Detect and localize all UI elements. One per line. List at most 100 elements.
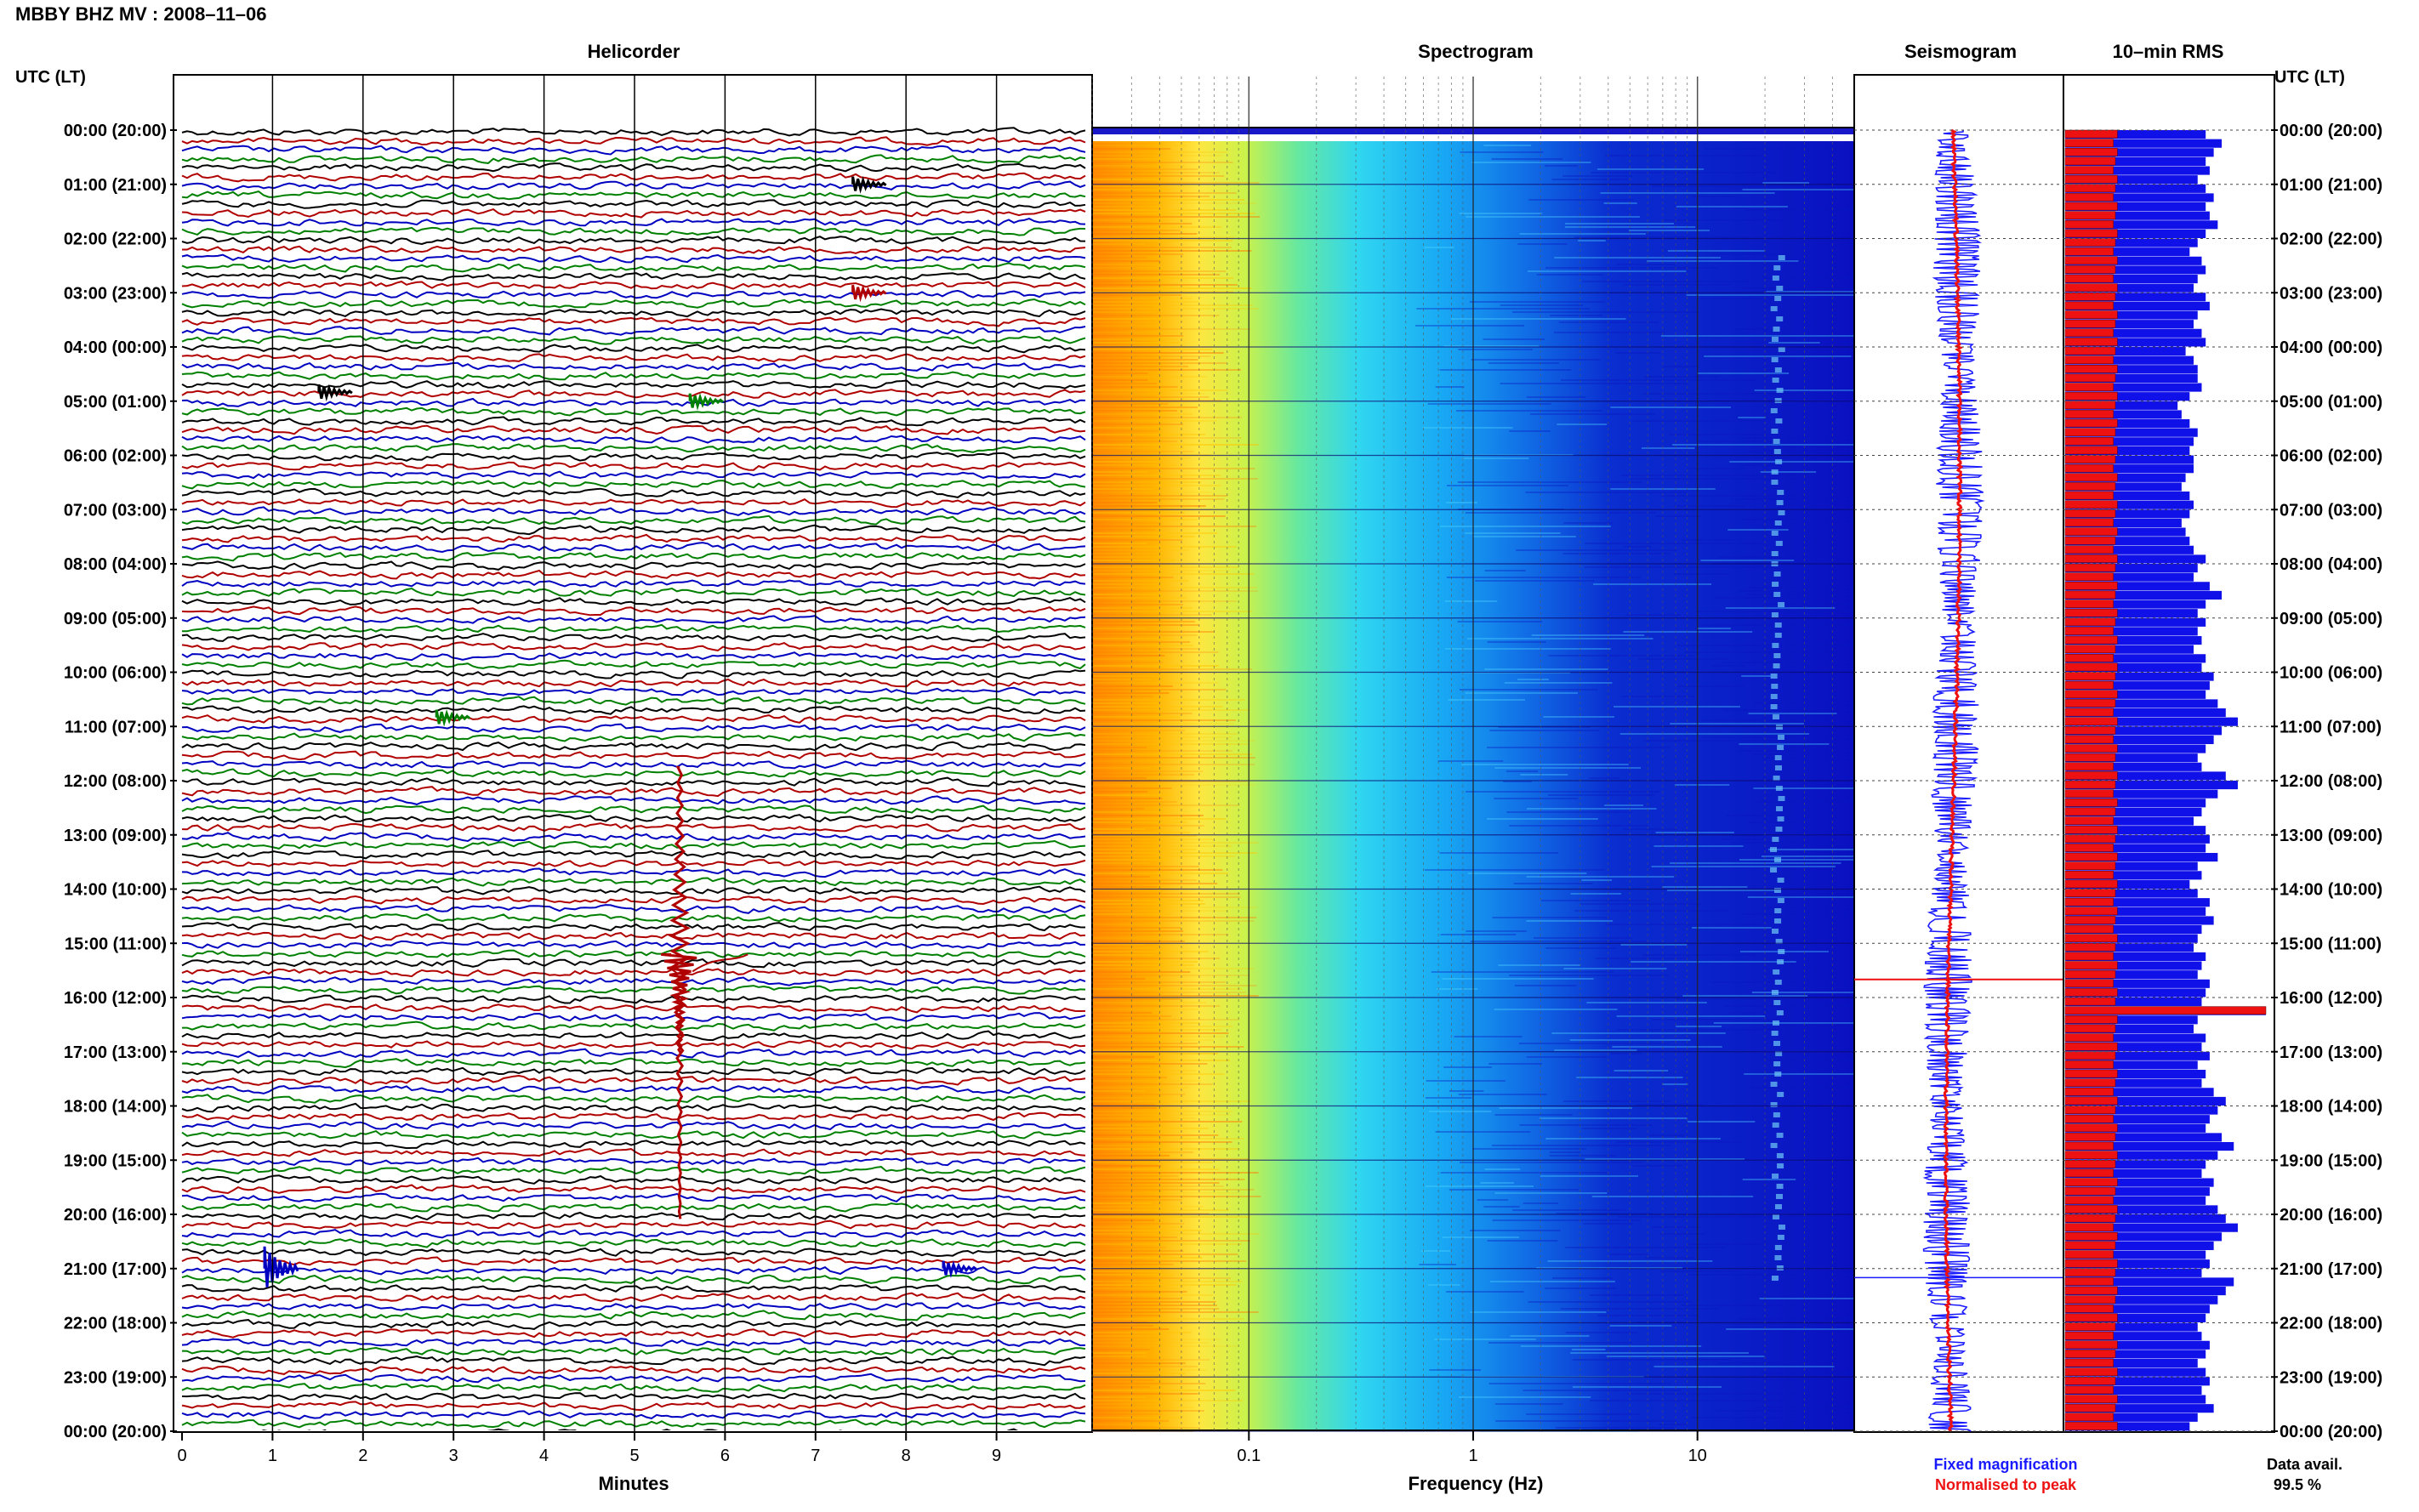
helicorder-trace	[181, 877, 1086, 887]
rms-bar-normalised	[2064, 807, 2116, 816]
spectrogram-row-stripe	[1092, 553, 1170, 554]
rms-bar-fixed	[2065, 943, 2194, 952]
rms-bar-fixed	[2065, 338, 2206, 347]
spectrogram-noise	[1595, 958, 1689, 959]
spectrogram-noise	[1609, 1253, 1648, 1255]
rms-bar-fixed	[2065, 419, 2190, 429]
spectrogram-peak	[1777, 490, 1784, 495]
rms-bar-fixed	[2065, 518, 2182, 527]
rms-bar-normalised	[2064, 156, 2116, 166]
spectrogram-noise	[1742, 519, 1931, 520]
spectrogram-row-stripe	[1092, 202, 1257, 204]
spectrogram-noise	[1684, 651, 1843, 653]
time-label-left: 14:00 (10:00)	[64, 881, 167, 900]
spectrogram-peak	[1773, 1041, 1781, 1046]
spectrogram-row-stripe	[1092, 988, 1242, 990]
helicorder-trace	[181, 1166, 1086, 1176]
spectrogram-noise	[1471, 359, 1601, 361]
spectrogram-row-stripe	[1092, 284, 1238, 286]
helicorder-trace	[181, 424, 1086, 435]
spectrogram-noise	[1459, 689, 1598, 691]
spectrogram-peak	[1775, 418, 1783, 423]
helicorder-trace	[181, 1238, 1086, 1248]
rms-bar-normalised	[2064, 1042, 2118, 1051]
spectrogram-noise	[1761, 1060, 1879, 1061]
spectrogram-row-stripe	[1092, 784, 1255, 786]
helicorder-trace	[181, 308, 1086, 318]
time-label-left: 16:00 (12:00)	[64, 989, 167, 1008]
rms-bar-normalised	[2064, 753, 2116, 762]
helicorder-trace	[181, 975, 1086, 986]
spectrogram-noise	[1541, 900, 1650, 901]
helicorder-x-tick-label: 1	[268, 1447, 277, 1465]
spectrogram-noise	[1649, 1134, 1685, 1136]
rms-bar-normalised	[2064, 1096, 2118, 1106]
spectrogram-noise	[1495, 1420, 1676, 1422]
spectrogram-noise	[1623, 828, 1677, 830]
helicorder-trace	[181, 776, 1086, 788]
spectrogram-row-stripe	[1092, 366, 1188, 367]
spectrogram-noise	[1519, 233, 1646, 235]
spectrogram-row-stripe	[1092, 461, 1159, 463]
time-label-right: 18:00 (14:00)	[2280, 1098, 2382, 1117]
rms-bar-normalised	[2064, 861, 2116, 870]
spectrogram-row-stripe	[1092, 611, 1253, 612]
time-label-left: 13:00 (09:00)	[64, 827, 167, 845]
spectrogram-noise	[1503, 781, 1532, 782]
spectrogram-row-stripe	[1092, 743, 1249, 745]
spectrogram-noise	[1734, 328, 1767, 330]
rms-bar-fixed	[2065, 1250, 2206, 1259]
spectrogram-row-stripe	[1092, 223, 1192, 225]
spectrogram-peak	[1770, 867, 1778, 873]
spectrogram-peak	[1777, 1092, 1784, 1097]
spectrogram-noise	[1767, 849, 1893, 850]
spectrogram-row-stripe	[1092, 917, 1257, 918]
helicorder-event	[317, 384, 353, 402]
spectrogram-noise	[1446, 1291, 1524, 1293]
spectrogram-row-stripe	[1092, 655, 1165, 657]
spectrogram-row-stripe	[1092, 852, 1258, 854]
spectrogram-noise	[1531, 634, 1645, 636]
spectrogram-noise	[1520, 1345, 1702, 1347]
spectrogram-row-stripe	[1092, 168, 1198, 170]
spectrogram-row-stripe	[1092, 318, 1162, 320]
spectrogram-noise	[1523, 1390, 1682, 1391]
spectrogram-noise	[1739, 913, 1848, 915]
helicorder-trace	[181, 162, 1086, 173]
spectrogram-peak	[1777, 959, 1784, 964]
spectrogram-noise	[1465, 692, 1578, 694]
rms-bar-normalised	[2064, 1232, 2118, 1241]
spectrogram-noise	[1569, 1039, 1691, 1041]
spectrogram-row-stripe	[1092, 1294, 1214, 1296]
helicorder-trace	[181, 1292, 1086, 1303]
spectrogram-noise	[1526, 1413, 1640, 1415]
spectrogram-peak	[1776, 1184, 1784, 1189]
rms-bar-fixed	[2065, 1024, 2194, 1033]
helicorder-trace	[181, 379, 1086, 389]
spectrogram-row-stripe	[1092, 1002, 1207, 1003]
spectrogram-row-stripe	[1092, 396, 1210, 398]
helicorder-grid	[271, 75, 998, 1432]
spectrogram-noise	[1753, 787, 1942, 789]
station-title: MBBY BHZ MV : 2008–11–06	[15, 3, 267, 25]
rms-bar-normalised	[2064, 1123, 2118, 1133]
rms-bar-fixed	[2065, 509, 2190, 519]
spectrogram-row-stripe	[1092, 444, 1259, 446]
spectrogram-x-tick-label: 10	[1688, 1447, 1707, 1465]
spectrogram-row-stripe	[1092, 179, 1161, 180]
spectrogram-noise	[1738, 437, 1887, 439]
time-label-right: 14:00 (10:00)	[2280, 881, 2382, 900]
helicorder-trace	[181, 1373, 1086, 1384]
spectrogram-row-stripe	[1092, 1141, 1232, 1143]
spectrogram-row-stripe	[1092, 427, 1164, 429]
spectrogram-peak	[1771, 531, 1779, 536]
spectrogram-row-stripe	[1092, 1383, 1206, 1384]
rms-bar-fixed	[2065, 572, 2194, 582]
helicorder-trace	[181, 1283, 1086, 1293]
spectrogram-row-stripe	[1092, 733, 1238, 735]
spectrogram-noise	[1615, 352, 1661, 354]
spectrogram-row-stripe	[1092, 1274, 1174, 1276]
rms-bar-fixed	[2065, 293, 2206, 302]
spectrogram-noise	[1487, 747, 1671, 748]
